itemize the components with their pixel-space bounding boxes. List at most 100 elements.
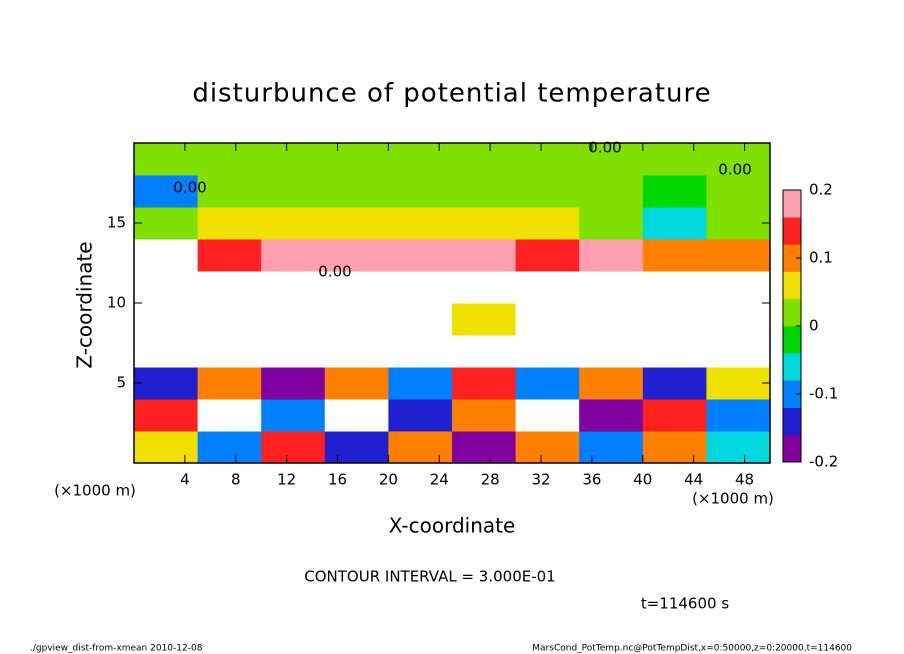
- cell: [452, 303, 517, 336]
- footer-left: ./gpview_dist-from-xmean 2010-12-08: [30, 644, 203, 654]
- cell: [261, 367, 326, 400]
- x-tick-label: 24: [430, 471, 449, 489]
- cell: [452, 175, 517, 208]
- cell: [579, 431, 644, 464]
- cell: [197, 271, 262, 304]
- cell: [324, 303, 389, 336]
- colorbar-tick-label: -0.2: [809, 453, 838, 471]
- footer-right: MarsCond_PotTemp.nc@PotTempDist,x=0:5000…: [532, 644, 852, 654]
- cell: [324, 239, 389, 272]
- contour-label: 0.00: [318, 263, 351, 281]
- x-tick-label: 40: [633, 471, 652, 489]
- cell: [706, 239, 771, 272]
- cell: [515, 367, 580, 400]
- cell: [134, 175, 199, 208]
- cell: [324, 143, 389, 176]
- cell: [388, 335, 453, 368]
- y-axis-label: Z-coordinate: [73, 241, 97, 368]
- cell: [134, 431, 199, 464]
- cell: [388, 207, 453, 240]
- cell: [706, 175, 771, 208]
- cell: [324, 335, 389, 368]
- cell: [642, 239, 707, 272]
- x-tick-label: 20: [379, 471, 398, 489]
- cell: [261, 143, 326, 176]
- y-tick-label: 15: [107, 214, 126, 232]
- y-tick-label: 10: [107, 294, 126, 312]
- cell: [452, 399, 517, 432]
- cell: [642, 367, 707, 400]
- cell: [197, 175, 262, 208]
- x-unit: (×1000 m): [692, 490, 774, 508]
- cell: [642, 335, 707, 368]
- cell: [515, 175, 580, 208]
- cell: [134, 143, 199, 176]
- cell: [579, 207, 644, 240]
- cell: [452, 367, 517, 400]
- cell: [642, 399, 707, 432]
- cell: [515, 207, 580, 240]
- cell: [515, 399, 580, 432]
- cell: [579, 303, 644, 336]
- cell: [197, 143, 262, 176]
- cell: [452, 207, 517, 240]
- x-axis-label: X-coordinate: [389, 514, 516, 538]
- x-tick-label: 8: [231, 471, 241, 489]
- y-tick-label: 5: [116, 374, 126, 392]
- cell: [515, 431, 580, 464]
- x-tick-label: 48: [735, 471, 754, 489]
- cell: [642, 303, 707, 336]
- cell: [706, 207, 771, 240]
- x-tick-label: 36: [582, 471, 601, 489]
- cell: [261, 303, 326, 336]
- cell: [134, 303, 199, 336]
- cell: [197, 367, 262, 400]
- x-tick-label: 12: [277, 471, 296, 489]
- cell: [515, 335, 580, 368]
- colorbar-segment: [783, 353, 801, 381]
- cell: [642, 207, 707, 240]
- cell: [388, 175, 453, 208]
- cell: [388, 431, 453, 464]
- x-tick-label: 4: [180, 471, 190, 489]
- cell: [197, 207, 262, 240]
- cell: [388, 399, 453, 432]
- cell: [261, 239, 326, 272]
- cell: [197, 303, 262, 336]
- cell: [261, 431, 326, 464]
- cell: [197, 335, 262, 368]
- cell: [134, 335, 199, 368]
- colorbar-segment: [783, 380, 801, 408]
- cell: [579, 335, 644, 368]
- colorbar-segment: [783, 434, 801, 463]
- cell: [706, 367, 771, 400]
- cell: [388, 143, 453, 176]
- cell: [452, 143, 517, 176]
- cell: [452, 271, 517, 304]
- cell: [515, 143, 580, 176]
- x-tick-label: 32: [531, 471, 550, 489]
- contour-label: 0.00: [718, 161, 751, 179]
- contour-label: 0.00: [588, 139, 621, 157]
- cell: [261, 335, 326, 368]
- cell: [642, 143, 707, 176]
- colorbar-segment: [783, 298, 801, 327]
- cell: [197, 239, 262, 272]
- contour-interval: CONTOUR INTERVAL = 3.000E-01: [304, 568, 555, 586]
- colorbar-segment: [783, 190, 801, 218]
- x-tick-label: 28: [481, 471, 500, 489]
- x-tick-label: 44: [684, 471, 703, 489]
- cell: [452, 431, 517, 464]
- cell: [324, 399, 389, 432]
- cell: [706, 399, 771, 432]
- cell: [388, 303, 453, 336]
- cell: [261, 271, 326, 304]
- cell: [642, 431, 707, 464]
- x-tick-label: 16: [328, 471, 347, 489]
- y-unit: (×1000 m): [54, 482, 136, 500]
- colorbar-segment: [783, 326, 801, 354]
- colorbar-segment: [783, 271, 801, 300]
- cell: [261, 399, 326, 432]
- cell: [706, 143, 771, 176]
- cell: [324, 175, 389, 208]
